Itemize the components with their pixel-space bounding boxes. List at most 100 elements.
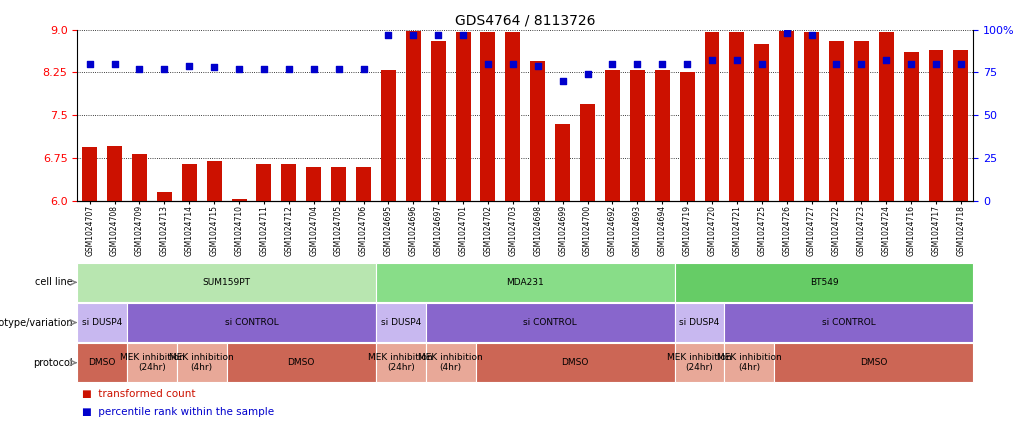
Bar: [779, 31, 794, 201]
Text: DMSO: DMSO: [860, 358, 888, 367]
Point: [280, 66, 297, 72]
Bar: [580, 104, 595, 201]
Point: [355, 66, 372, 72]
Bar: [724, 343, 775, 382]
Bar: [107, 146, 122, 201]
Bar: [127, 303, 376, 342]
Point: [131, 66, 147, 72]
Text: si DUSP4: si DUSP4: [680, 318, 720, 327]
Point: [754, 60, 770, 67]
Bar: [227, 343, 376, 382]
Bar: [381, 69, 396, 201]
Point: [703, 57, 720, 64]
Bar: [724, 303, 973, 342]
Bar: [425, 343, 476, 382]
Bar: [77, 263, 376, 302]
Bar: [506, 33, 520, 201]
Text: MEK inhibition
(24hr): MEK inhibition (24hr): [119, 353, 184, 372]
Bar: [879, 33, 894, 201]
Bar: [132, 154, 147, 201]
Text: ■  percentile rank within the sample: ■ percentile rank within the sample: [81, 407, 274, 417]
Bar: [605, 69, 620, 201]
Bar: [829, 41, 844, 201]
Point: [306, 66, 322, 72]
Point: [728, 57, 745, 64]
Point: [529, 62, 546, 69]
Bar: [406, 31, 420, 201]
Bar: [431, 41, 446, 201]
Point: [554, 77, 571, 84]
Bar: [555, 124, 570, 201]
Text: si DUSP4: si DUSP4: [381, 318, 421, 327]
Text: DMSO: DMSO: [89, 358, 115, 367]
Bar: [854, 41, 868, 201]
Bar: [928, 49, 943, 201]
Point: [331, 66, 347, 72]
Bar: [232, 199, 246, 201]
Point: [405, 31, 421, 38]
Bar: [177, 343, 227, 382]
Point: [430, 31, 446, 38]
Bar: [729, 33, 745, 201]
Bar: [476, 343, 675, 382]
Bar: [77, 343, 127, 382]
Point: [181, 62, 198, 69]
Point: [605, 60, 621, 67]
Bar: [705, 33, 719, 201]
Text: MEK inhibition
(4hr): MEK inhibition (4hr): [717, 353, 782, 372]
Point: [106, 60, 123, 67]
Bar: [675, 343, 724, 382]
Text: MEK inhibition
(4hr): MEK inhibition (4hr): [418, 353, 483, 372]
Point: [803, 31, 820, 38]
Point: [928, 60, 945, 67]
Bar: [655, 69, 670, 201]
Point: [878, 57, 894, 64]
Bar: [480, 33, 495, 201]
Point: [480, 60, 496, 67]
Bar: [376, 263, 675, 302]
Bar: [804, 33, 819, 201]
Point: [505, 60, 521, 67]
Title: GDS4764 / 8113726: GDS4764 / 8113726: [455, 13, 595, 27]
Text: SUM159PT: SUM159PT: [203, 278, 250, 287]
Text: DMSO: DMSO: [287, 358, 315, 367]
Text: si CONTROL: si CONTROL: [523, 318, 577, 327]
Bar: [675, 303, 724, 342]
Bar: [127, 343, 177, 382]
Bar: [77, 303, 127, 342]
Point: [679, 60, 695, 67]
Point: [380, 31, 397, 38]
Bar: [356, 167, 371, 201]
Bar: [754, 44, 769, 201]
Text: MEK inhibition
(24hr): MEK inhibition (24hr): [667, 353, 732, 372]
Point: [629, 60, 646, 67]
Text: ■  transformed count: ■ transformed count: [81, 389, 196, 398]
Point: [206, 64, 222, 71]
Text: BT549: BT549: [810, 278, 838, 287]
Bar: [455, 33, 471, 201]
Point: [231, 66, 247, 72]
Text: si CONTROL: si CONTROL: [225, 318, 278, 327]
Text: MEK inhibition
(4hr): MEK inhibition (4hr): [169, 353, 234, 372]
Text: si CONTROL: si CONTROL: [822, 318, 876, 327]
Text: cell line: cell line: [35, 277, 73, 287]
Bar: [530, 61, 545, 201]
Bar: [425, 303, 675, 342]
Bar: [376, 303, 425, 342]
Bar: [675, 263, 973, 302]
Bar: [331, 167, 346, 201]
Bar: [207, 161, 221, 201]
Point: [779, 30, 795, 36]
Point: [255, 66, 272, 72]
Point: [903, 60, 920, 67]
Text: si DUSP4: si DUSP4: [82, 318, 123, 327]
Point: [455, 31, 472, 38]
Point: [579, 71, 595, 77]
Bar: [629, 69, 645, 201]
Bar: [954, 49, 968, 201]
Bar: [680, 72, 694, 201]
Bar: [181, 164, 197, 201]
Point: [81, 60, 98, 67]
Point: [157, 66, 173, 72]
Text: DMSO: DMSO: [561, 358, 589, 367]
